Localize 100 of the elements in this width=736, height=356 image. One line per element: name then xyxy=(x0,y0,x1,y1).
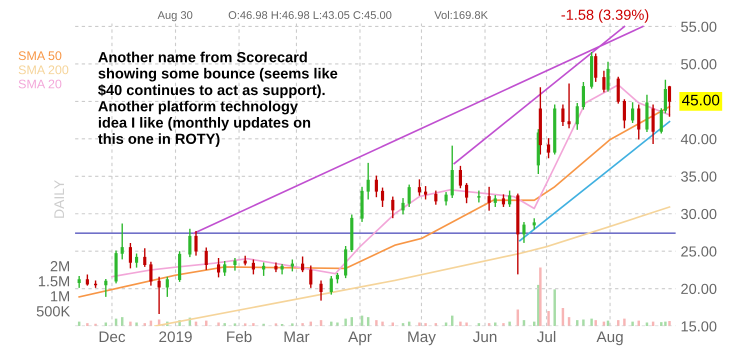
candlestick xyxy=(668,86,672,117)
bar xyxy=(576,320,578,326)
y-tick-label: 50.00 xyxy=(681,59,716,70)
line-series xyxy=(154,206,670,326)
candlestick xyxy=(652,104,655,144)
bar xyxy=(129,322,132,326)
bar xyxy=(623,318,626,326)
bar xyxy=(638,320,640,326)
candlestick xyxy=(366,162,370,200)
candlestick xyxy=(637,104,640,140)
bar xyxy=(522,320,526,326)
bar xyxy=(594,320,597,326)
x-tick-label: Jun xyxy=(472,332,496,342)
bar xyxy=(144,323,146,326)
candlestick xyxy=(522,222,526,243)
candlestick xyxy=(502,194,506,207)
candlestick xyxy=(434,190,438,205)
candlestick xyxy=(408,184,411,207)
bar xyxy=(86,323,89,326)
candlestick xyxy=(546,138,550,158)
candlestick xyxy=(252,259,255,274)
bar xyxy=(631,322,634,326)
text: SMA 200 xyxy=(18,65,68,74)
y-tick-label: 40.00 xyxy=(680,134,716,144)
text: O:46.98 H:46.98 L:43.05 C:45.00 xyxy=(228,11,392,20)
x-tick-label: Apr xyxy=(348,332,372,346)
candlestick xyxy=(631,102,634,124)
bar xyxy=(350,317,354,326)
bar xyxy=(459,322,462,326)
bar xyxy=(617,320,620,326)
bar xyxy=(516,310,520,326)
bar xyxy=(205,320,208,326)
x-tick-label: Dec xyxy=(100,332,126,342)
y-tick-label: 55.00 xyxy=(681,22,716,32)
bar xyxy=(646,322,648,326)
bar xyxy=(465,322,468,326)
bar xyxy=(408,322,410,326)
candlestick xyxy=(494,195,497,207)
bar xyxy=(444,322,448,326)
candlestick xyxy=(319,280,323,301)
bar xyxy=(660,322,663,326)
bar xyxy=(330,322,333,326)
x-tick-label: 2019 xyxy=(159,331,192,342)
x-tick-label: Mar xyxy=(284,332,310,342)
y2-tick-label: 1.5M xyxy=(38,276,70,286)
bar xyxy=(539,267,542,326)
bar xyxy=(418,322,421,326)
bar xyxy=(602,322,606,326)
candlestick xyxy=(223,260,226,276)
bar xyxy=(223,323,226,326)
candlestick xyxy=(401,198,405,214)
annotation: 45.00 xyxy=(682,94,720,106)
candlestick xyxy=(477,190,480,202)
bar xyxy=(114,318,118,326)
candlestick xyxy=(301,256,304,272)
candlestick xyxy=(464,183,468,204)
y-tick-label: 15.00 xyxy=(682,321,716,332)
bar xyxy=(478,323,480,326)
bar xyxy=(150,320,152,326)
bar xyxy=(508,322,511,326)
bar xyxy=(375,320,378,326)
candlestick xyxy=(204,248,208,270)
text: SMA 50 xyxy=(18,51,62,60)
bar xyxy=(450,316,454,326)
bar xyxy=(582,319,585,326)
candlestick xyxy=(216,258,220,278)
candlestick xyxy=(330,276,333,295)
bar xyxy=(366,317,370,326)
text: Aug 30 xyxy=(158,11,192,22)
candlestick xyxy=(418,179,422,196)
text: SMA 20 xyxy=(18,80,62,88)
candlestick xyxy=(622,99,626,128)
y2-tick-label: 1M xyxy=(51,291,70,302)
y2-tick-label: 2M xyxy=(50,261,70,272)
x-tick-label: Feb xyxy=(227,330,252,342)
candlestick xyxy=(576,102,579,130)
y2-tick-label: 500K xyxy=(36,306,70,316)
bar xyxy=(664,322,667,326)
candlestick xyxy=(290,259,294,272)
candlestick xyxy=(166,276,169,297)
candlestick xyxy=(104,278,108,297)
text: -1.58 (3.39%) xyxy=(561,9,648,23)
candlestick xyxy=(444,192,448,206)
bar xyxy=(590,318,593,326)
bar xyxy=(568,317,570,326)
candlestick xyxy=(128,243,132,268)
bar xyxy=(424,323,427,326)
y-tick-label: 30.00 xyxy=(681,208,716,220)
bar xyxy=(381,322,384,326)
candlestick xyxy=(616,76,620,104)
candlestick xyxy=(594,54,598,82)
candlestick xyxy=(391,196,394,218)
candlestick xyxy=(86,274,89,286)
bar xyxy=(360,316,364,326)
bar xyxy=(310,322,312,326)
candlestick xyxy=(194,231,198,256)
bar xyxy=(252,323,255,326)
bar xyxy=(553,289,556,326)
candlestick xyxy=(374,176,378,198)
bar xyxy=(217,322,220,326)
